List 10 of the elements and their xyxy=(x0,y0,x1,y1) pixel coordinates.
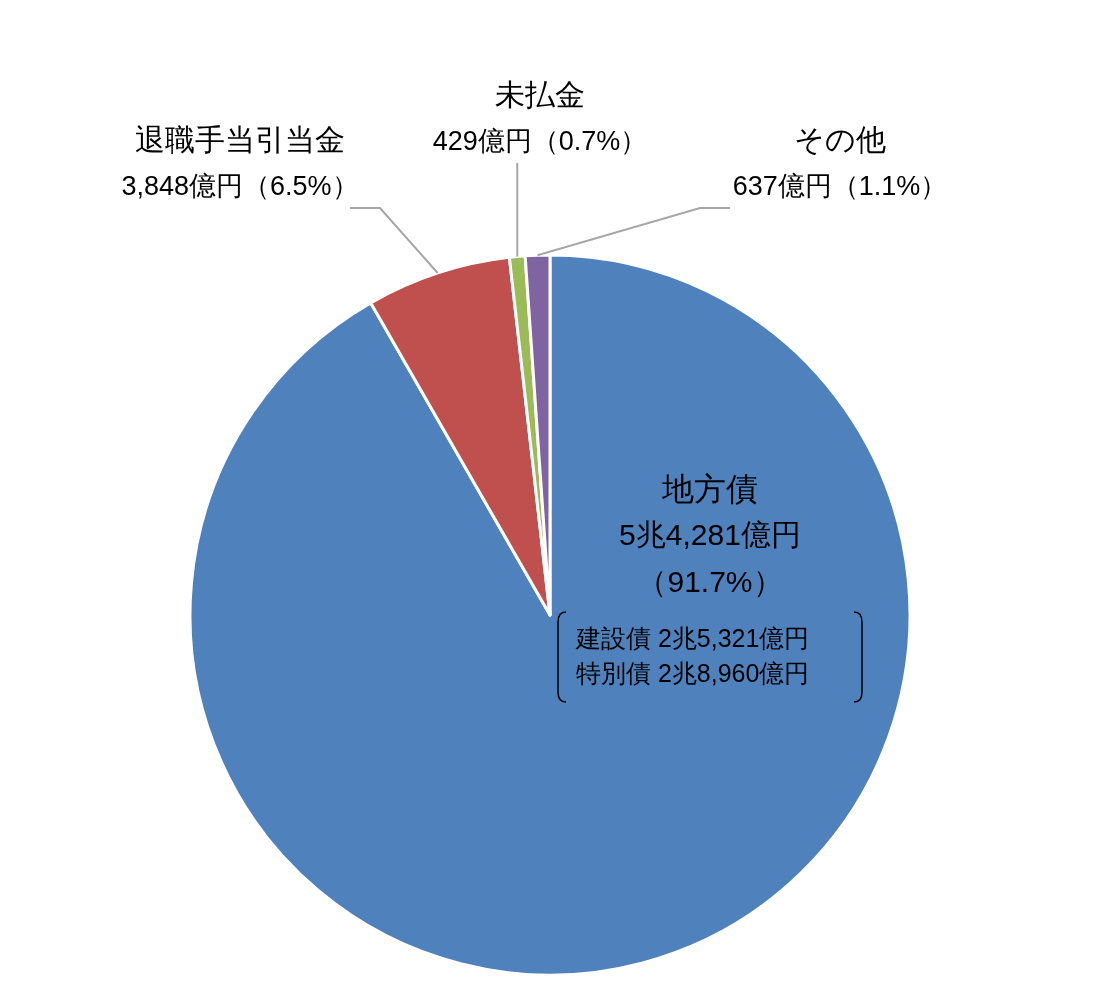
data-label: 637億円（1.1%） xyxy=(732,171,948,201)
data-label: 429億円（0.7%） xyxy=(432,126,648,156)
data-label: 3,848億円（6.5%） xyxy=(121,171,359,201)
slice-label: その他 xyxy=(794,123,886,156)
slice-label: 未払金 xyxy=(495,78,585,111)
text: 建設債 2兆5,321億円 xyxy=(575,624,810,652)
data-label: 5兆4,281億円（91.7%） xyxy=(619,518,801,598)
slice-label: 退職手当引当金 xyxy=(135,123,345,156)
slice-label: 地方債 xyxy=(661,471,758,507)
text: 特別債 2兆8,960億円 xyxy=(576,659,810,687)
